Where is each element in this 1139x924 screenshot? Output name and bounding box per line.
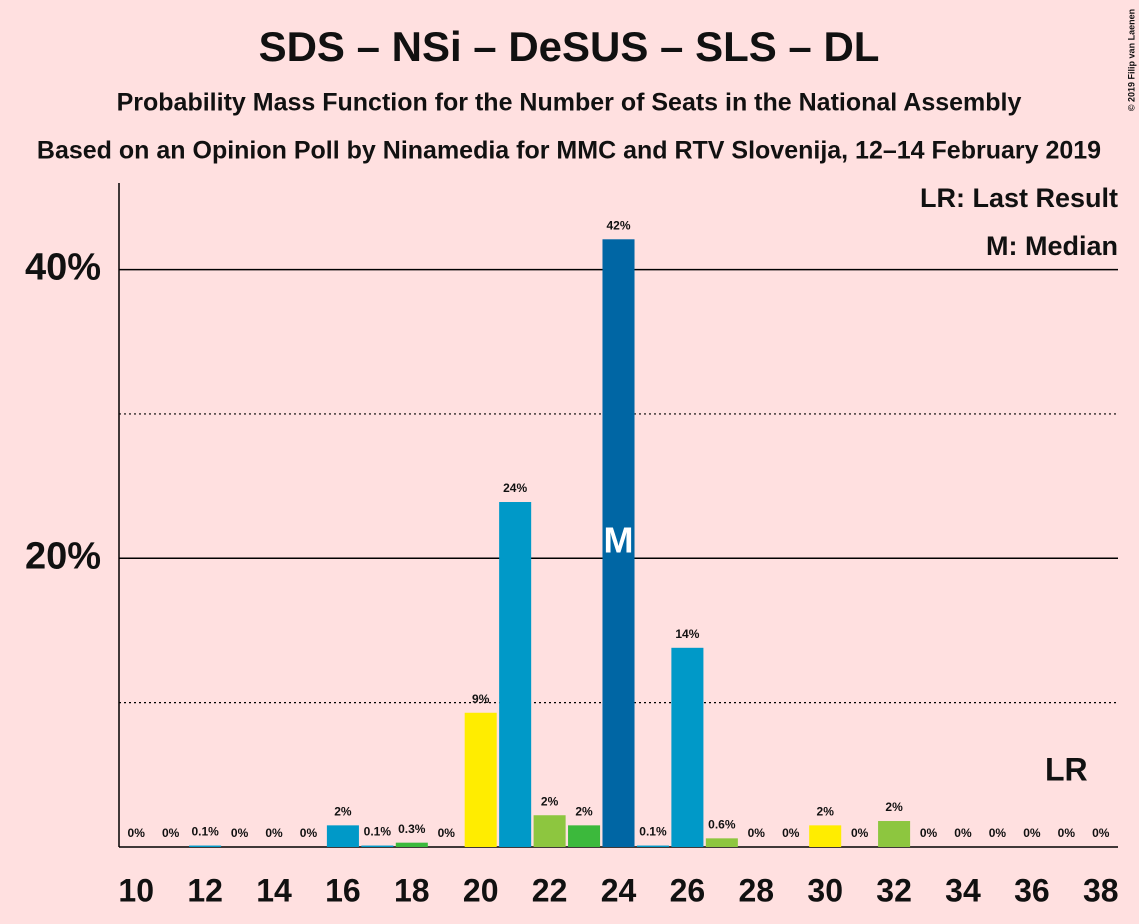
value-label: 0% <box>748 826 766 840</box>
chart-title: SDS – NSi – DeSUS – SLS – DL <box>259 23 880 70</box>
median-marker: M <box>604 520 634 561</box>
legend-entry: LR: Last Result <box>920 183 1118 213</box>
legend-entry: M: Median <box>986 231 1118 261</box>
x-tick-label: 24 <box>601 872 637 908</box>
bar <box>361 845 394 847</box>
value-label: 0% <box>782 826 800 840</box>
value-label: 0% <box>989 826 1007 840</box>
x-tick-label: 32 <box>876 872 912 908</box>
x-tick-label: 28 <box>738 872 774 908</box>
copyright: © 2019 Filip van Laenen <box>1126 9 1136 111</box>
value-label: 0% <box>1092 826 1110 840</box>
x-tick-label: 30 <box>807 872 843 908</box>
value-label: 0% <box>128 826 146 840</box>
value-label: 0.1% <box>191 825 219 839</box>
value-label: 0% <box>954 826 972 840</box>
value-label: 0% <box>162 826 180 840</box>
value-label: 0% <box>1023 826 1041 840</box>
y-tick-label: 20% <box>25 535 101 577</box>
value-label: 0.6% <box>708 818 736 832</box>
bar <box>671 647 704 847</box>
last-result-marker: LR <box>1045 751 1088 787</box>
bar <box>636 845 669 847</box>
bar <box>464 712 497 847</box>
value-label: 24% <box>503 481 527 495</box>
x-tick-label: 26 <box>670 872 706 908</box>
x-tick-label: 12 <box>187 872 223 908</box>
bar <box>189 845 222 847</box>
value-label: 2% <box>885 800 903 814</box>
value-label: 0% <box>300 826 318 840</box>
value-label: 0% <box>1058 826 1076 840</box>
x-tick-label: 10 <box>118 872 154 908</box>
value-label: 9% <box>472 692 490 706</box>
subtitle: Probability Mass Function for the Number… <box>117 89 1022 117</box>
value-label: 0% <box>920 826 938 840</box>
value-label: 2% <box>541 794 559 808</box>
x-tick-label: 22 <box>532 872 568 908</box>
value-label: 0% <box>231 826 249 840</box>
bar <box>395 842 428 847</box>
value-label: 0% <box>265 826 283 840</box>
value-label: 0% <box>851 826 869 840</box>
bar <box>878 821 911 847</box>
x-tick-label: 18 <box>394 872 430 908</box>
value-label: 42% <box>606 218 630 232</box>
x-tick-label: 20 <box>463 872 499 908</box>
value-label: 0.1% <box>639 825 667 839</box>
value-label: 0.3% <box>398 822 426 836</box>
x-tick-label: 14 <box>256 872 292 908</box>
bar <box>533 815 566 847</box>
bar <box>326 825 359 847</box>
y-tick-label: 40% <box>25 247 101 289</box>
x-tick-label: 16 <box>325 872 361 908</box>
bar <box>705 838 738 847</box>
value-label: 0% <box>438 826 456 840</box>
value-label: 2% <box>817 805 835 819</box>
value-label: 2% <box>334 805 352 819</box>
x-tick-label: 34 <box>945 872 981 908</box>
x-tick-label: 36 <box>1014 872 1050 908</box>
bar <box>809 825 842 847</box>
bar <box>568 825 601 847</box>
value-label: 14% <box>675 627 699 641</box>
bar <box>499 502 532 847</box>
value-label: 2% <box>575 805 593 819</box>
x-tick-label: 38 <box>1083 872 1119 908</box>
subtitle: Based on an Opinion Poll by Ninamedia fo… <box>37 137 1101 165</box>
bar <box>602 239 635 847</box>
value-label: 0.1% <box>364 825 392 839</box>
